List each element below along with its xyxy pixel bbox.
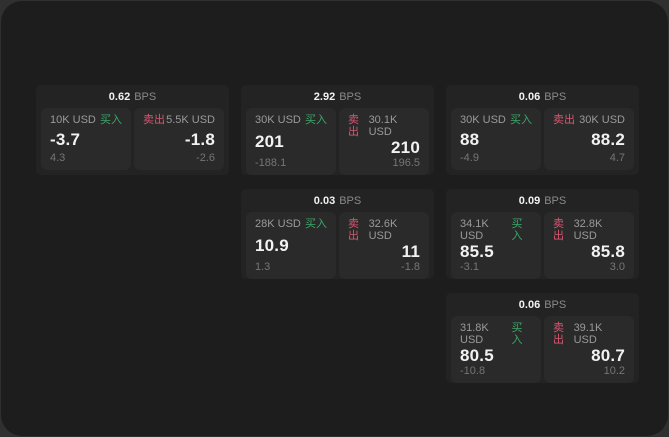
bps-unit: BPS <box>544 90 567 103</box>
sell-amount: 30.1K USD <box>368 114 398 138</box>
buy-price: -3.7 <box>50 129 81 149</box>
sell-delta: -1.8 <box>401 261 420 273</box>
bps-value: 2.92 <box>313 90 336 103</box>
buy-amount: 30K USD <box>460 114 506 126</box>
sell-label: 卖出 <box>143 114 165 126</box>
bps-unit: BPS <box>544 194 567 207</box>
buy-label: 买入 <box>510 114 532 126</box>
buy-tile[interactable]: 28K USD 买入 10.9 1.3 <box>246 212 336 279</box>
buy-label: 买入 <box>305 114 327 126</box>
buy-amount: 31.8K USD <box>460 322 489 346</box>
sell-tile[interactable]: 卖出 30K USD 88.2 4.7 <box>544 108 634 170</box>
buy-amount: 34.1K USD <box>460 218 489 242</box>
bps-value: 0.06 <box>518 90 541 103</box>
bps-header: 0.03 BPS <box>246 189 429 212</box>
buy-delta: -3.1 <box>460 261 479 273</box>
buy-delta: 4.3 <box>50 152 66 164</box>
quote-card: 2.92 BPS 30K USD 买入 201 -188.1 卖出 30.1K … <box>241 85 434 175</box>
buy-label: 买入 <box>511 218 523 242</box>
buy-amount: 28K USD <box>255 218 301 230</box>
bps-unit: BPS <box>544 298 567 311</box>
sell-tile[interactable]: 卖出 5.5K USD -1.8 -2.6 <box>134 108 224 170</box>
sell-amount: 5.5K USD <box>166 114 215 126</box>
bps-header: 2.92 BPS <box>246 85 429 108</box>
buy-delta: -4.9 <box>460 152 479 164</box>
sell-tile[interactable]: 卖出 32.6K USD 11 -1.8 <box>339 212 429 279</box>
sell-delta: 10.2 <box>603 365 625 377</box>
sell-tile[interactable]: 卖出 30.1K USD 210 196.5 <box>339 108 429 175</box>
bps-value: 0.03 <box>313 194 336 207</box>
quote-card: 0.03 BPS 28K USD 买入 10.9 1.3 卖出 32.6K US… <box>241 189 434 279</box>
buy-price: 10.9 <box>255 236 289 255</box>
buy-price: 201 <box>255 132 284 151</box>
quote-card: 0.06 BPS 30K USD 买入 88 -4.9 卖出 30K USD <box>446 85 639 175</box>
bps-value: 0.09 <box>518 194 541 207</box>
sell-label: 卖出 <box>348 114 359 138</box>
sell-amount: 32.6K USD <box>368 218 398 242</box>
buy-label: 买入 <box>100 114 122 126</box>
buy-delta: 1.3 <box>255 261 271 273</box>
bps-unit: BPS <box>134 90 157 103</box>
buy-amount: 30K USD <box>255 114 301 126</box>
buy-label: 买入 <box>305 218 327 230</box>
sell-price: 11 <box>401 242 420 261</box>
buy-delta: -188.1 <box>255 157 287 169</box>
quote-card: 0.62 BPS 10K USD 买入 -3.7 4.3 卖出 5.5K USD <box>36 85 229 175</box>
sell-delta: 4.7 <box>609 152 625 164</box>
buy-price: 85.5 <box>460 242 494 261</box>
sell-tile[interactable]: 卖出 39.1K USD 80.7 10.2 <box>544 316 634 383</box>
sell-label: 卖出 <box>348 218 359 242</box>
sell-price: 88.2 <box>591 129 625 149</box>
quote-card: 0.09 BPS 34.1K USD 买入 85.5 -3.1 卖出 32.8K… <box>446 189 639 279</box>
sell-label: 卖出 <box>553 114 575 126</box>
sell-label: 卖出 <box>553 322 564 346</box>
sell-amount: 39.1K USD <box>573 322 603 346</box>
buy-delta: -10.8 <box>460 365 486 377</box>
sell-amount: 32.8K USD <box>573 218 603 242</box>
bps-header: 0.06 BPS <box>451 85 634 108</box>
buy-tile[interactable]: 30K USD 买入 88 -4.9 <box>451 108 541 170</box>
bps-value: 0.06 <box>518 298 541 311</box>
sell-price: 80.7 <box>591 346 625 365</box>
bps-header: 0.09 BPS <box>451 189 634 212</box>
sell-delta: -2.6 <box>196 152 215 164</box>
bps-unit: BPS <box>339 90 362 103</box>
bps-header: 0.06 BPS <box>451 293 634 316</box>
buy-tile[interactable]: 31.8K USD 买入 80.5 -10.8 <box>451 316 541 383</box>
sell-price: -1.8 <box>184 129 215 149</box>
sell-delta: 3.0 <box>609 261 625 273</box>
buy-price: 88 <box>460 129 480 149</box>
buy-tile[interactable]: 34.1K USD 买入 85.5 -3.1 <box>451 212 541 279</box>
sell-tile[interactable]: 卖出 32.8K USD 85.8 3.0 <box>544 212 634 279</box>
sell-label: 卖出 <box>553 218 564 242</box>
sell-delta: 196.5 <box>392 157 420 169</box>
buy-price: 80.5 <box>460 346 494 365</box>
buy-tile[interactable]: 30K USD 买入 201 -188.1 <box>246 108 336 175</box>
bps-value: 0.62 <box>108 90 131 103</box>
buy-tile[interactable]: 10K USD 买入 -3.7 4.3 <box>41 108 131 170</box>
bps-header: 0.62 BPS <box>41 85 224 108</box>
sell-price: 85.8 <box>591 242 625 261</box>
sell-amount: 30K USD <box>579 114 625 126</box>
quote-card-grid: 0.62 BPS 10K USD 买入 -3.7 4.3 卖出 5.5K USD <box>36 85 639 383</box>
buy-amount: 10K USD <box>50 114 96 126</box>
sell-price: 210 <box>391 138 420 157</box>
bps-unit: BPS <box>339 194 362 207</box>
buy-label: 买入 <box>511 322 523 346</box>
quote-card: 0.06 BPS 31.8K USD 买入 80.5 -10.8 卖出 39.1… <box>446 293 639 383</box>
